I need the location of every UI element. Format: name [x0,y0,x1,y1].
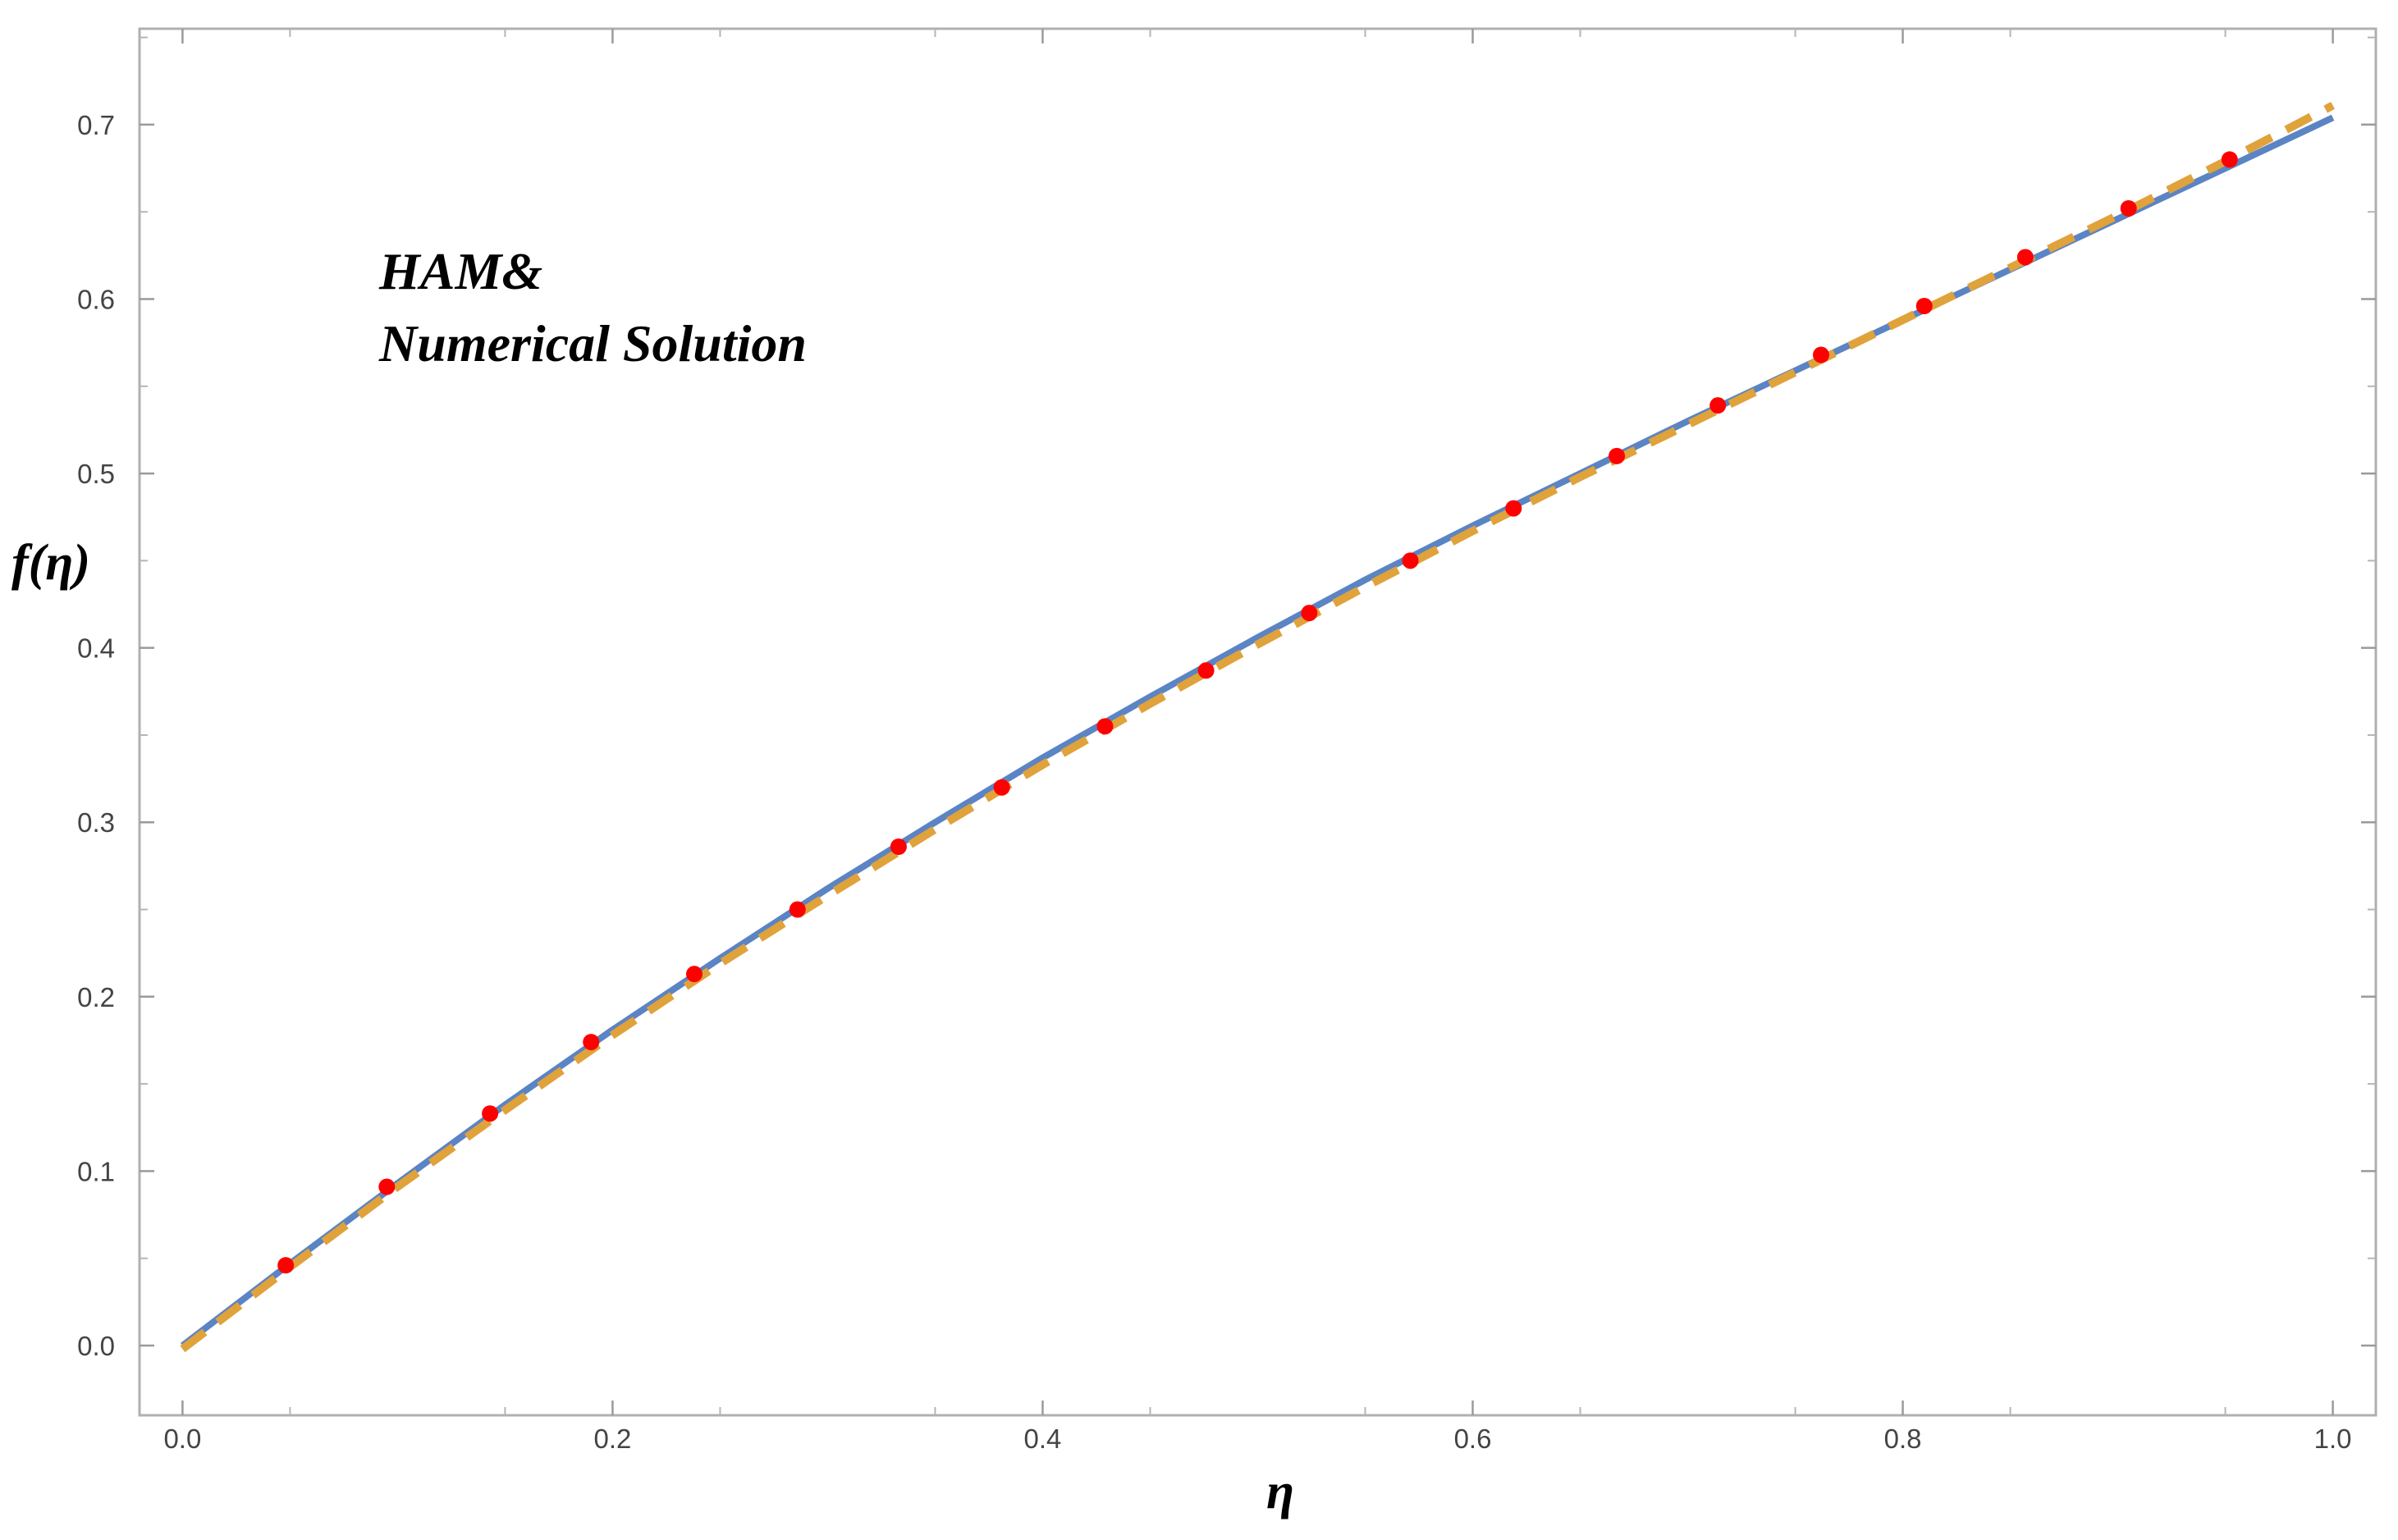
y-tick-label: 0.0 [77,1331,115,1361]
y-axis-title: f(η) [11,535,90,591]
data-point [583,1034,600,1051]
data-point [1915,298,1933,314]
data-point [482,1105,499,1122]
data-point [993,779,1010,796]
series-layer [180,102,2335,1353]
data-point [1709,397,1727,414]
data-point [378,1178,396,1195]
y-tick-label: 0.3 [77,807,115,838]
x-tick-label: 0.0 [163,1423,201,1454]
data-point [1609,447,1626,464]
x-tick-label: 1.0 [2314,1423,2352,1454]
x-axis-title: η [1266,1464,1294,1519]
y-tick-label: 0.5 [77,459,115,489]
data-point [2120,199,2137,217]
data-point [1812,346,1829,363]
y-tick-label: 0.2 [77,982,115,1012]
y-tick-label: 0.4 [77,633,115,664]
x-tick-label: 0.2 [594,1423,632,1454]
data-point [1301,605,1318,622]
data-point [890,838,907,855]
data-point [1402,552,1419,569]
data-point [789,901,806,918]
x-axis: 0.0 0.2 0.4 0.6 0.8 1.0 [163,29,2352,1454]
y-tick-label: 0.7 [77,110,115,140]
data-point [2221,151,2238,168]
annotation-line-2: Numerical Solution [378,314,807,372]
x-tick-label: 0.4 [1024,1423,1062,1454]
dashed-series-line [180,102,2335,1353]
plot-frame [138,27,2377,1417]
y-axis: 0.0 0.1 0.2 0.3 0.4 0.5 0.6 0.7 [77,36,2376,1361]
data-point [1096,718,1114,735]
data-point [1505,500,1522,517]
data-point [1197,662,1215,679]
x-tick-label: 0.6 [1454,1423,1492,1454]
data-point [277,1257,295,1274]
annotation-line-1: HAM& [378,242,542,300]
data-point [2016,249,2034,266]
x-tick-label: 0.8 [1884,1423,1922,1454]
y-tick-label: 0.1 [77,1156,115,1186]
y-tick-label: 0.6 [77,284,115,314]
data-point [686,966,703,983]
